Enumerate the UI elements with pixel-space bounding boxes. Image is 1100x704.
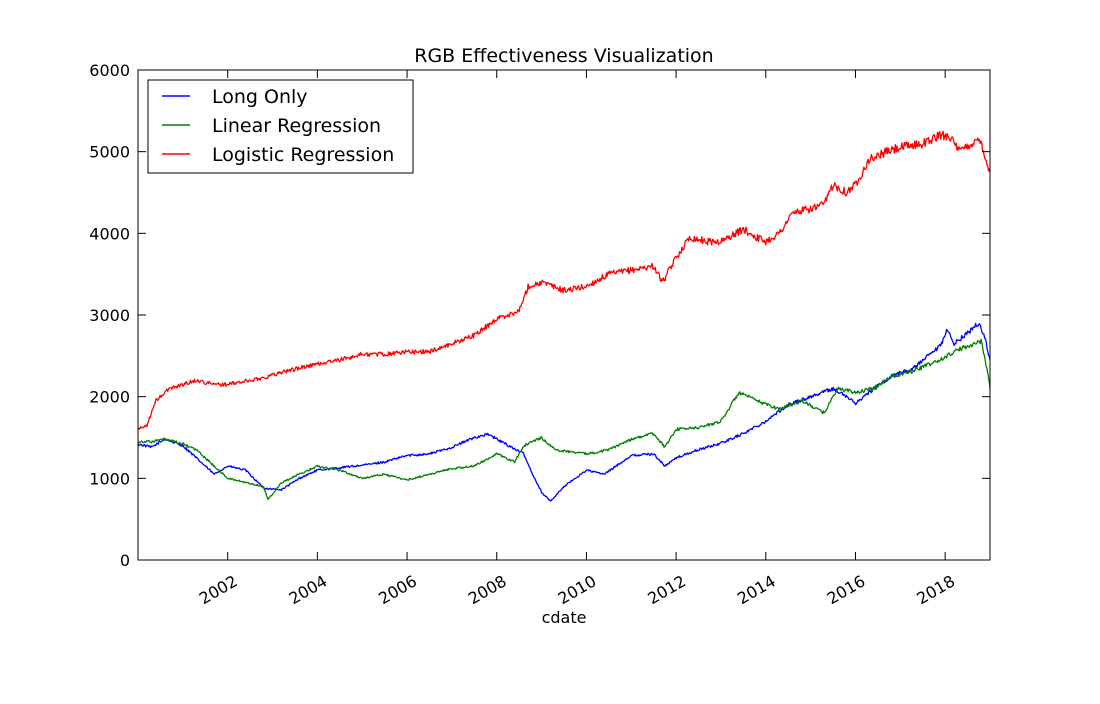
x-tick-label: 2014 bbox=[734, 571, 779, 608]
x-tick-label: 2010 bbox=[555, 571, 600, 608]
chart-title: RGB Effectiveness Visualization bbox=[414, 45, 713, 67]
legend: Long Only Linear Regression Logistic Regre… bbox=[147, 79, 414, 174]
x-tick-label: 2002 bbox=[196, 571, 241, 608]
x-tick-label: 2004 bbox=[286, 571, 331, 608]
y-tick-label: 3000 bbox=[89, 306, 130, 325]
legend-items: Long Only Linear Regression Logistic Regre… bbox=[162, 86, 394, 166]
y-tick-label: 1000 bbox=[89, 469, 130, 488]
series-line-2 bbox=[137, 338, 991, 501]
x-tick-label: 2016 bbox=[824, 571, 869, 608]
x-tick-label: 2008 bbox=[465, 571, 510, 608]
y-tick-label: 5000 bbox=[89, 143, 130, 162]
plot-frame bbox=[137, 69, 991, 561]
y-tick-label: 4000 bbox=[89, 224, 130, 243]
legend-frame bbox=[147, 79, 414, 174]
legend-label: Linear Regression bbox=[212, 115, 381, 137]
legend-label: Logistic Regression bbox=[212, 144, 394, 166]
legend-label: Long Only bbox=[212, 86, 308, 108]
y-tick-label: 0 bbox=[120, 551, 130, 570]
x-tick-label: 2012 bbox=[644, 571, 689, 608]
y-axis: 0 1000 2000 3000 4000 5000 6000 bbox=[89, 61, 990, 570]
y-tick-label: 2000 bbox=[89, 388, 130, 407]
series-layer bbox=[137, 130, 991, 502]
x-tick-label: 2006 bbox=[375, 571, 420, 608]
series-line-1 bbox=[137, 322, 991, 502]
series-line-3 bbox=[137, 130, 991, 430]
x-axis-title: cdate bbox=[542, 608, 587, 627]
x-tick-label: 2018 bbox=[913, 571, 958, 608]
y-tick-label: 6000 bbox=[89, 61, 130, 80]
